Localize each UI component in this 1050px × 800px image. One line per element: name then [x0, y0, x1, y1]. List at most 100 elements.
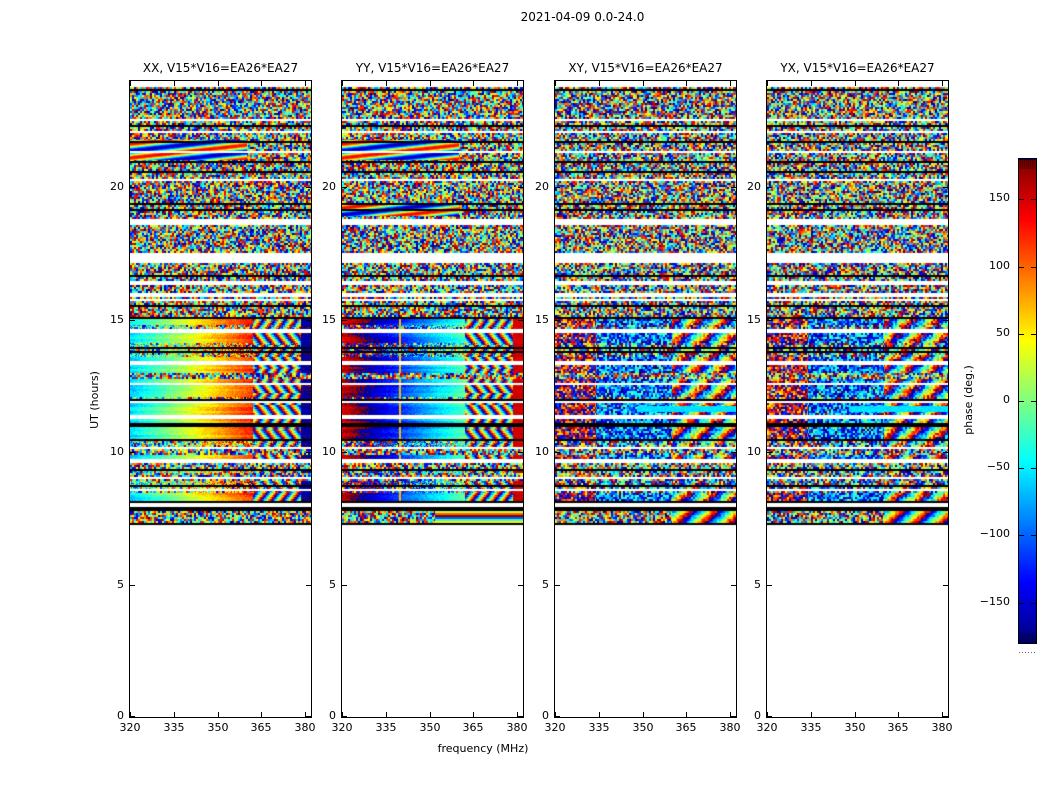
y-tick-label: 5: [754, 578, 761, 591]
x-axis-label: frequency (MHz): [437, 742, 529, 755]
y-tick-label: 15: [322, 313, 336, 326]
x-tick-mark: [174, 712, 175, 717]
x-tick-mark: [218, 712, 219, 717]
colorbar-canvas: [1019, 159, 1036, 643]
y-tick-label: 10: [535, 445, 549, 458]
heatmap-canvas-yx: [767, 81, 948, 717]
x-tick-label: 365: [462, 721, 484, 734]
colorbar-tick-mark: [1019, 334, 1024, 335]
colorbar-tick-mark: [1031, 199, 1036, 200]
x-tick-mark: [855, 712, 856, 717]
x-tick-mark: [767, 81, 768, 86]
y-tick-mark: [767, 452, 772, 453]
y-tick-label: 20: [535, 180, 549, 193]
y-tick-mark: [518, 320, 523, 321]
colorbar: [1018, 158, 1037, 644]
x-tick-mark: [898, 81, 899, 86]
x-tick-mark: [342, 712, 343, 717]
y-tick-mark: [767, 320, 772, 321]
x-tick-mark: [643, 712, 644, 717]
x-tick-mark: [342, 81, 343, 86]
y-tick-label: 15: [747, 313, 761, 326]
y-tick-mark: [518, 187, 523, 188]
y-tick-mark: [130, 716, 135, 717]
x-tick-mark: [811, 81, 812, 86]
y-tick-mark: [767, 716, 772, 717]
x-tick-mark: [730, 712, 731, 717]
y-tick-mark: [342, 320, 347, 321]
x-tick-label: 320: [756, 721, 778, 734]
y-tick-mark: [943, 585, 948, 586]
y-tick-label: 15: [535, 313, 549, 326]
x-tick-mark: [517, 712, 518, 717]
y-tick-mark: [555, 452, 560, 453]
y-tick-mark: [518, 585, 523, 586]
x-tick-mark: [730, 81, 731, 86]
x-tick-mark: [386, 81, 387, 86]
x-tick-label: 380: [931, 721, 953, 734]
colorbar-tick-mark: [1019, 535, 1024, 536]
colorbar-tick-mark: [1019, 199, 1024, 200]
x-tick-label: 350: [419, 721, 441, 734]
y-tick-label: 20: [322, 180, 336, 193]
x-tick-mark: [517, 81, 518, 86]
y-tick-mark: [731, 452, 736, 453]
x-tick-mark: [430, 81, 431, 86]
heatmap-panel-yy: [341, 80, 524, 718]
heatmap-canvas-xx: [130, 81, 311, 717]
y-tick-mark: [943, 320, 948, 321]
y-tick-label: 10: [747, 445, 761, 458]
x-tick-mark: [130, 712, 131, 717]
y-tick-label: 5: [329, 578, 336, 591]
y-tick-mark: [555, 585, 560, 586]
colorbar-tick-mark: [1019, 603, 1024, 604]
x-tick-mark: [767, 712, 768, 717]
x-tick-mark: [430, 712, 431, 717]
x-tick-mark: [261, 712, 262, 717]
y-tick-mark: [130, 187, 135, 188]
x-tick-mark: [473, 81, 474, 86]
x-tick-label: 335: [163, 721, 185, 734]
colorbar-tick-label: −150: [979, 595, 1010, 608]
y-tick-label: 0: [754, 709, 761, 722]
colorbar-tick-mark: [1019, 267, 1024, 268]
y-tick-mark: [943, 716, 948, 717]
x-tick-label: 335: [375, 721, 397, 734]
y-tick-mark: [518, 452, 523, 453]
colorbar-tick-mark: [1031, 401, 1036, 402]
y-tick-mark: [555, 716, 560, 717]
x-tick-mark: [555, 81, 556, 86]
y-tick-label: 15: [110, 313, 124, 326]
colorbar-tick-label: 100: [989, 259, 1010, 272]
y-tick-mark: [943, 452, 948, 453]
y-tick-mark: [306, 585, 311, 586]
x-tick-mark: [555, 712, 556, 717]
y-tick-mark: [767, 585, 772, 586]
y-tick-mark: [342, 716, 347, 717]
x-tick-label: 350: [632, 721, 654, 734]
colorbar-tick-label: −100: [979, 527, 1010, 540]
x-tick-label: 365: [675, 721, 697, 734]
y-tick-mark: [731, 585, 736, 586]
colorbar-tick-mark: [1031, 468, 1036, 469]
heatmap-panel-xy: [554, 80, 737, 718]
x-tick-mark: [599, 81, 600, 86]
y-tick-mark: [731, 716, 736, 717]
y-tick-label: 10: [110, 445, 124, 458]
colorbar-tick-mark: [1031, 603, 1036, 604]
x-tick-mark: [643, 81, 644, 86]
y-tick-mark: [943, 187, 948, 188]
colorbar-tick-mark: [1031, 535, 1036, 536]
y-tick-label: 0: [117, 709, 124, 722]
x-tick-label: 320: [119, 721, 141, 734]
x-tick-mark: [218, 81, 219, 86]
y-tick-label: 20: [110, 180, 124, 193]
y-tick-mark: [342, 452, 347, 453]
x-tick-mark: [686, 712, 687, 717]
x-tick-mark: [305, 81, 306, 86]
x-tick-mark: [130, 81, 131, 86]
heatmap-canvas-yy: [342, 81, 523, 717]
y-tick-label: 5: [117, 578, 124, 591]
y-tick-mark: [130, 585, 135, 586]
